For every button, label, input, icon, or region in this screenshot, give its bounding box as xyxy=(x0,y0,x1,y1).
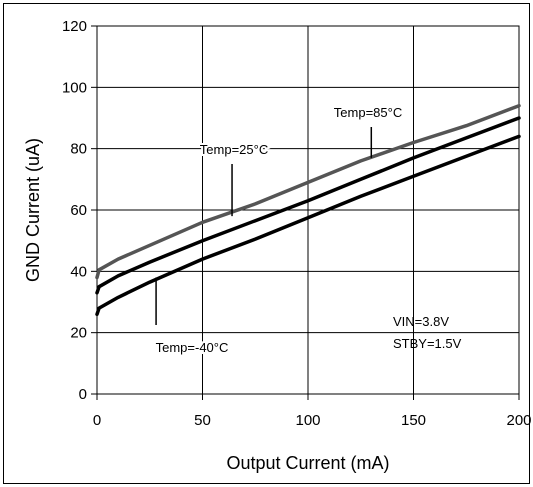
y-tick-label: 60 xyxy=(70,202,87,219)
grid xyxy=(97,26,519,394)
series-line-minus40c xyxy=(95,134,521,317)
y-tick-label: 120 xyxy=(62,18,87,35)
x-tick-label: 100 xyxy=(295,412,320,429)
annotations: Temp=85°C Temp=25°C Temp=-40°C VIN=3.8V STBY… xyxy=(154,103,462,357)
series-line-25c xyxy=(95,116,521,295)
x-tick-label: 200 xyxy=(506,412,531,429)
x-axis-title: Output Current (mA) xyxy=(226,453,389,473)
annotation-minus40c-label: Temp=-40°C xyxy=(156,340,229,355)
y-tick-label: 100 xyxy=(62,79,87,96)
annotation-vin: VIN=3.8V xyxy=(393,314,449,329)
y-tick-label: 40 xyxy=(70,263,87,280)
y-tick-label: 80 xyxy=(70,141,87,158)
annotation-25c-label: Temp=25°C xyxy=(200,142,268,157)
y-axis-title: GND Current (uA) xyxy=(23,138,43,282)
x-tick-label: 150 xyxy=(401,412,426,429)
x-tick-label: 50 xyxy=(194,412,211,429)
x-tick-label: 0 xyxy=(93,412,101,429)
annotation-stby: STBY=1.5V xyxy=(393,336,462,351)
annotation-85c-label: Temp=85°C xyxy=(334,105,402,120)
y-tick-label: 0 xyxy=(79,386,87,403)
axis-ticks: 0 20 40 60 80 100 120 0 50 100 150 200 xyxy=(62,18,532,429)
chart-frame xyxy=(3,3,530,484)
y-tick-label: 20 xyxy=(70,325,87,342)
series-line-85c xyxy=(95,103,521,280)
series-lines xyxy=(95,103,521,317)
